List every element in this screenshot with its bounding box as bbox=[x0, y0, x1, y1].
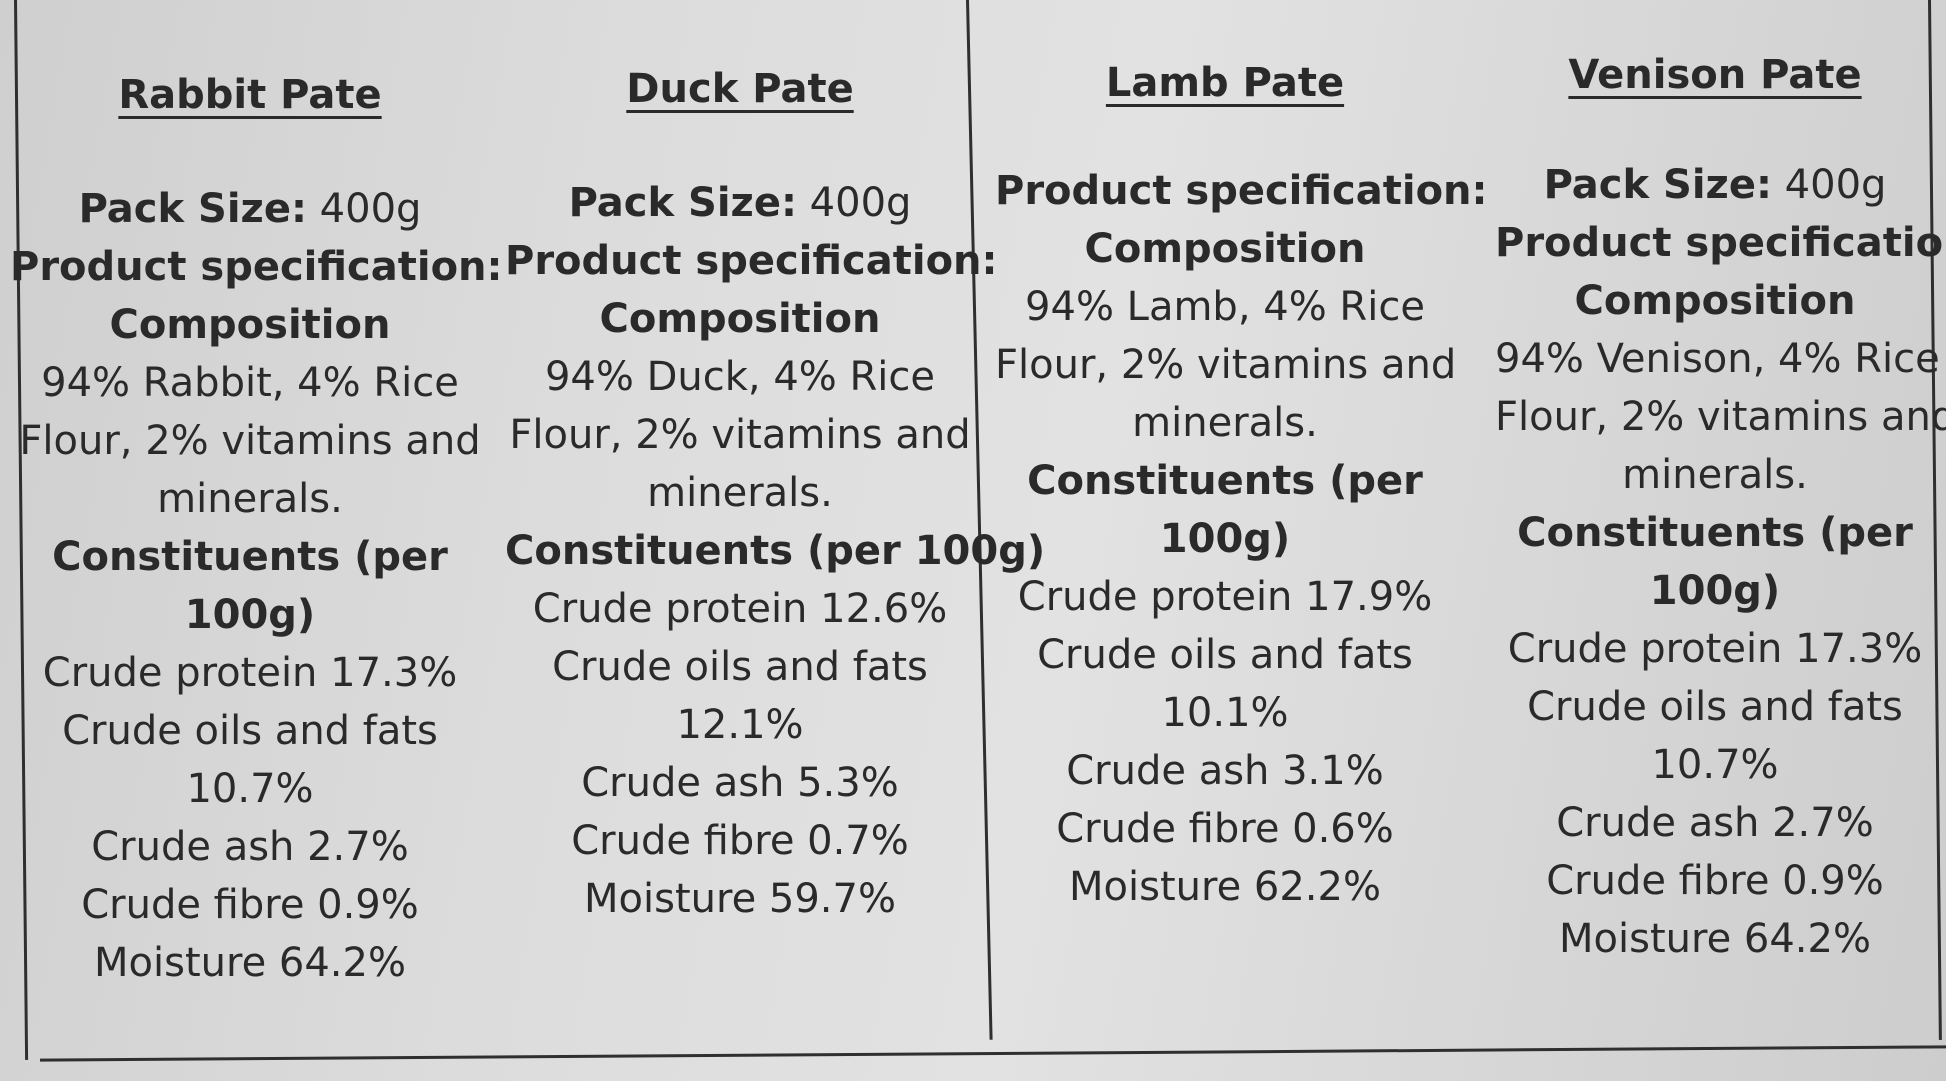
composition-heading: Composition bbox=[599, 296, 881, 342]
constituents-heading: Constituents (per bbox=[1517, 510, 1913, 556]
constituents-heading: Constituents (per 100g) bbox=[505, 528, 1046, 574]
composition-line: minerals. bbox=[1622, 452, 1808, 498]
product-column-duck: Duck Pate Pack Size: 400g Product specif… bbox=[505, 60, 1046, 928]
pack-size-label: Pack Size: bbox=[568, 180, 797, 226]
constituent-value: Crude ash 2.7% bbox=[91, 824, 409, 870]
composition-heading: Composition bbox=[1574, 278, 1856, 324]
composition-heading: Composition bbox=[1084, 226, 1366, 272]
constituents-heading: 100g) bbox=[1649, 568, 1781, 614]
composition-line: 94% Lamb, 4% Rice bbox=[1025, 284, 1425, 330]
constituents-heading: Constituents (per bbox=[52, 534, 448, 580]
constituent-value: Moisture 64.2% bbox=[94, 940, 406, 986]
constituent-value: Crude ash 2.7% bbox=[1556, 800, 1874, 846]
constituent-value: Moisture 62.2% bbox=[1069, 864, 1381, 910]
composition-line: minerals. bbox=[647, 470, 833, 516]
pack-size: Pack Size: 400g bbox=[505, 174, 975, 232]
composition-line: minerals. bbox=[157, 476, 343, 522]
composition-line: Flour, 2% vitamins and bbox=[19, 418, 481, 464]
constituents-heading: 100g) bbox=[184, 592, 316, 638]
product-title: Rabbit Pate bbox=[118, 72, 382, 118]
composition-heading: Composition bbox=[109, 302, 391, 348]
spec-heading: Product specification: bbox=[995, 168, 1488, 214]
composition-line: 94% Rabbit, 4% Rice bbox=[41, 360, 459, 406]
product-column-lamb: Lamb Pate Product specification: Composi… bbox=[995, 54, 1488, 916]
composition-line: Flour, 2% vitamins and bbox=[509, 412, 971, 458]
pack-size-label: Pack Size: bbox=[1543, 162, 1772, 208]
constituents-heading: Constituents (per bbox=[1027, 458, 1423, 504]
composition-line: Flour, 2% vitamins and bbox=[995, 342, 1457, 388]
composition-line: 94% Duck, 4% Rice bbox=[544, 354, 936, 400]
constituent-value: Crude protein 17.3% bbox=[42, 650, 458, 696]
constituent-value: Moisture 59.7% bbox=[584, 876, 896, 922]
product-column-venison: Venison Pate Pack Size: 400g Product spe… bbox=[1495, 46, 1946, 968]
constituents-heading: 100g) bbox=[1159, 516, 1291, 562]
constituent-value: Crude protein 12.6% bbox=[532, 586, 948, 632]
spec-heading: Product specification: bbox=[505, 238, 998, 284]
constituent-value: Moisture 64.2% bbox=[1559, 916, 1871, 962]
table-border-bottom bbox=[40, 1045, 1946, 1062]
composition-line: 94% Venison, 4% Rice bbox=[1495, 336, 1940, 382]
constituent-value: Crude fibre 0.7% bbox=[571, 818, 909, 864]
pack-size-value: 400g bbox=[1771, 162, 1887, 208]
constituent-value: Crude protein 17.9% bbox=[1017, 574, 1433, 620]
pack-size-value: 400g bbox=[796, 180, 912, 226]
constituent-value: Crude fibre 0.6% bbox=[1056, 806, 1394, 852]
product-title: Lamb Pate bbox=[1105, 60, 1345, 106]
constituent-value: Crude protein 17.3% bbox=[1507, 626, 1923, 672]
constituent-value: Crude oils and fats bbox=[1527, 684, 1903, 730]
constituent-value: Crude fibre 0.9% bbox=[1546, 858, 1884, 904]
pack-size-label: Pack Size: bbox=[78, 186, 307, 232]
composition-line: Flour, 2% vitamins and bbox=[1495, 394, 1946, 440]
product-title: Venison Pate bbox=[1568, 52, 1862, 98]
constituent-value: 12.1% bbox=[676, 702, 804, 748]
constituent-value: Crude oils and fats bbox=[1037, 632, 1413, 678]
pack-size: Pack Size: 400g bbox=[10, 180, 490, 238]
spec-heading: Product specification: bbox=[10, 244, 503, 290]
constituent-value: Crude oils and fats bbox=[552, 644, 928, 690]
product-title: Duck Pate bbox=[626, 66, 854, 112]
pack-size: Pack Size: 400g bbox=[1495, 156, 1935, 214]
constituent-value: 10.7% bbox=[186, 766, 314, 812]
constituent-value: Crude fibre 0.9% bbox=[81, 882, 419, 928]
constituent-value: Crude oils and fats bbox=[62, 708, 438, 754]
constituent-value: Crude ash 3.1% bbox=[1066, 748, 1384, 794]
spec-heading: Product specification: bbox=[1495, 220, 1946, 266]
constituent-value: Crude ash 5.3% bbox=[581, 760, 899, 806]
composition-line: minerals. bbox=[1132, 400, 1318, 446]
constituent-value: 10.7% bbox=[1651, 742, 1779, 788]
pack-size-value: 400g bbox=[306, 186, 422, 232]
constituent-value: 10.1% bbox=[1161, 690, 1289, 736]
product-column-rabbit: Rabbit Pate Pack Size: 400g Product spec… bbox=[10, 66, 503, 992]
